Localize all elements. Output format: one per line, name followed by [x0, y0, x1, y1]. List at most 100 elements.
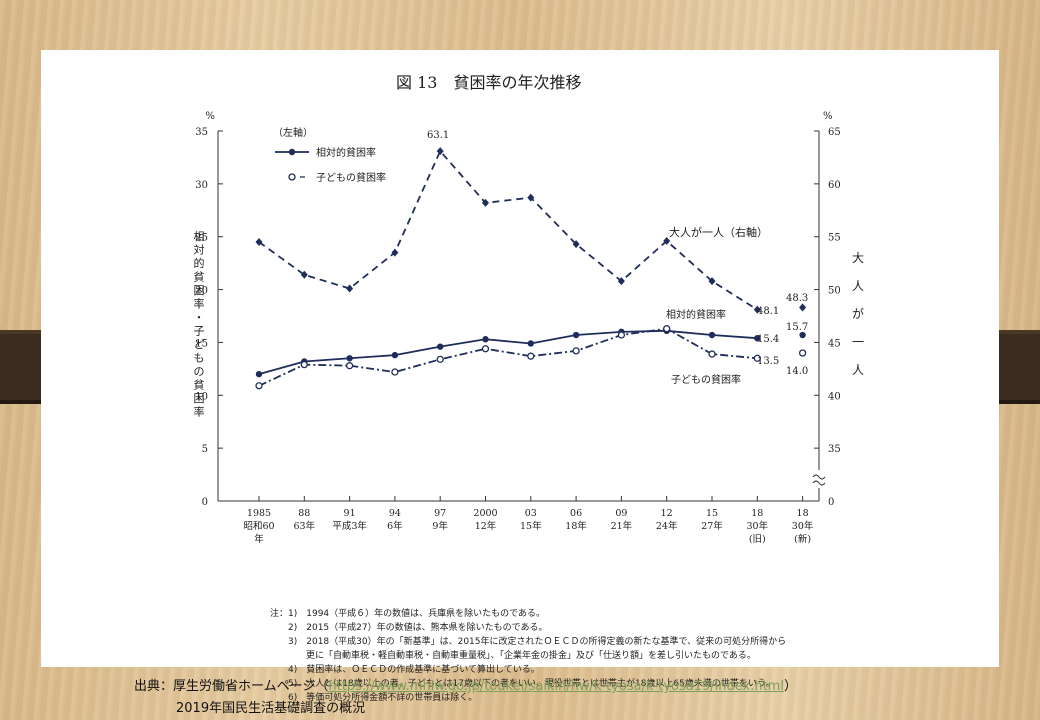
data-point [663, 325, 671, 333]
x-tick-label: 63年 [294, 520, 316, 532]
x-tick-label: (新) [794, 533, 811, 545]
data-point [300, 360, 308, 369]
x-tick-label: 18年 [565, 520, 587, 532]
data-point [799, 303, 807, 312]
left-axis-label-char: 困 [194, 284, 205, 297]
x-tick-label: 88 [298, 508, 310, 519]
data-point [708, 350, 716, 358]
series-line-0 [258, 329, 758, 376]
right-axis-label-char: 大 [852, 251, 864, 265]
data-point [754, 335, 761, 342]
left-axis-label-char: 貧 [194, 271, 205, 284]
legend-header: （左軸） [273, 126, 313, 139]
data-point [391, 351, 399, 359]
x-tick-label: 30年 [747, 520, 769, 532]
right-tick-label: 65 [828, 127, 841, 138]
left-axis-label-char: 的 [194, 256, 205, 270]
x-tick-label: 12年 [475, 520, 497, 532]
x-tick-label: 2000 [473, 508, 497, 519]
annotation-rel-old: 15.4 [757, 334, 779, 345]
footnote-line: 4) 貧困率は、ＯＥＣＤの作成基準に基づいて算出している。 [270, 665, 540, 675]
data-point [527, 193, 535, 202]
legend-marker-relative [288, 148, 296, 156]
data-point [617, 331, 626, 339]
x-tick-label: 年 [254, 533, 264, 545]
data-point [391, 368, 399, 376]
data-point [437, 343, 444, 350]
data-point [300, 270, 308, 279]
left-tick-label: 15 [195, 338, 208, 349]
left-axis-label-char: 貧 [194, 379, 205, 392]
footnotes: 注：1) 1994（平成６）年の数値は、兵庫県を除いたものである。 2) 201… [270, 607, 786, 705]
source-suffix: ） [783, 679, 797, 694]
footnote-line: 5) 大人とは18歳以上の者、子どもとは17歳以下の者をいい、現役世帯とは世帯主… [270, 679, 775, 689]
left-tick-label: 25 [195, 233, 208, 244]
data-point [799, 331, 806, 339]
annotation-child-series: 子どもの貧困率 [671, 373, 741, 386]
right-tick-label: 35 [828, 444, 841, 455]
annotation-child-old: 13.5 [757, 356, 779, 367]
data-point [346, 284, 354, 293]
source-title: 2019年国民生活基礎調査の概況 [176, 701, 366, 716]
left-axis-label-char: 子 [194, 325, 205, 338]
series-line-2 [258, 149, 758, 311]
footnote-line: 注：1) 1994（平成６）年の数値は、兵庫県を除いたものである。 [270, 609, 546, 619]
left-axis-unit: % [205, 111, 215, 122]
footnote-line: 3) 2018（平成30）年の「新基準」は、2015年に改定されたＯＥＣＤの所得… [270, 637, 787, 647]
data-point [753, 354, 761, 362]
annotation-rel-new: 15.7 [786, 322, 808, 333]
data-point [436, 147, 444, 156]
left-tick-label: 0 [202, 497, 208, 508]
x-tick-label: 06 [570, 508, 582, 519]
x-tick-label: 15 [706, 508, 718, 519]
x-tick-label: 12 [661, 508, 673, 519]
x-tick-label: 18 [751, 508, 763, 519]
data-point [255, 238, 263, 246]
left-tick-label: 35 [195, 127, 208, 138]
right-axis-label-char: 一 [852, 335, 864, 349]
left-axis-label-char: ・ [194, 311, 205, 324]
data-point [255, 370, 263, 378]
left-tick-label: 10 [195, 391, 208, 402]
data-point [617, 277, 625, 286]
source-citation: 出典：厚生労働省ホームページ（https://www.mhlw.go.jp/to… [134, 678, 797, 695]
data-point [527, 340, 534, 347]
annotation-peak: 63.1 [427, 130, 449, 141]
left-axis-label-char: も [194, 352, 205, 365]
footnote-line: 更に「自動車税・軽自動車税・自動車重量税」、「企業年金の掛金」及び「仕送り額」を… [270, 651, 756, 661]
data-point [482, 198, 489, 207]
left-axis-label-char: 対 [194, 243, 205, 257]
data-point [708, 277, 716, 286]
source-prefix: 出典：厚生労働省ホームページ（ [134, 679, 329, 694]
x-tick-label: 27年 [701, 520, 723, 532]
data-point [391, 248, 399, 257]
left-axis-label-char: 困 [194, 392, 205, 405]
chart-axes: % % 0 5 10 15 20 25 30 35 0 35 40 45 50 55 60 65 1985 昭和60年… [194, 111, 865, 545]
series-line-1 [258, 327, 758, 387]
left-axis-label-char: 相 [194, 230, 205, 243]
x-tick-label: 1985 [247, 508, 271, 519]
x-tick-label: 平成3年 [332, 520, 367, 532]
x-tick-label: 18 [797, 508, 809, 519]
x-tick-label: 24年 [656, 520, 678, 532]
data-point [436, 355, 444, 363]
right-tick-label: 45 [828, 338, 841, 349]
left-tick-label: 5 [202, 444, 208, 455]
data-point [481, 345, 490, 353]
annotation-adult-old: 48.1 [757, 306, 779, 317]
data-point [708, 331, 716, 339]
footnote-line: 2) 2015（平成27）年の数値は、熊本県を除いたものである。 [270, 623, 548, 633]
data-point [572, 240, 580, 249]
poverty-rate-chart: 図 13 貧困率の年次推移 % % 0 5 10 15 20 25 30 35 0 35 40 45 50 5… [194, 73, 865, 545]
right-tick-label: 50 [828, 286, 841, 297]
data-point [663, 236, 671, 245]
legend-label-relative: 相対的貧困率 [316, 146, 376, 159]
source-link[interactable]: https://www.mhlw.go.jp/toukei/saikin/hw/… [328, 679, 784, 694]
chart-series [255, 147, 807, 390]
x-tick-label: 09 [615, 508, 627, 519]
footnote-line: 6) 等価可処分所得金額不詳の世帯員は除く。 [270, 693, 478, 703]
annotation-adult-series: 大人が一人（右軸） [669, 225, 768, 239]
data-point [572, 331, 580, 339]
